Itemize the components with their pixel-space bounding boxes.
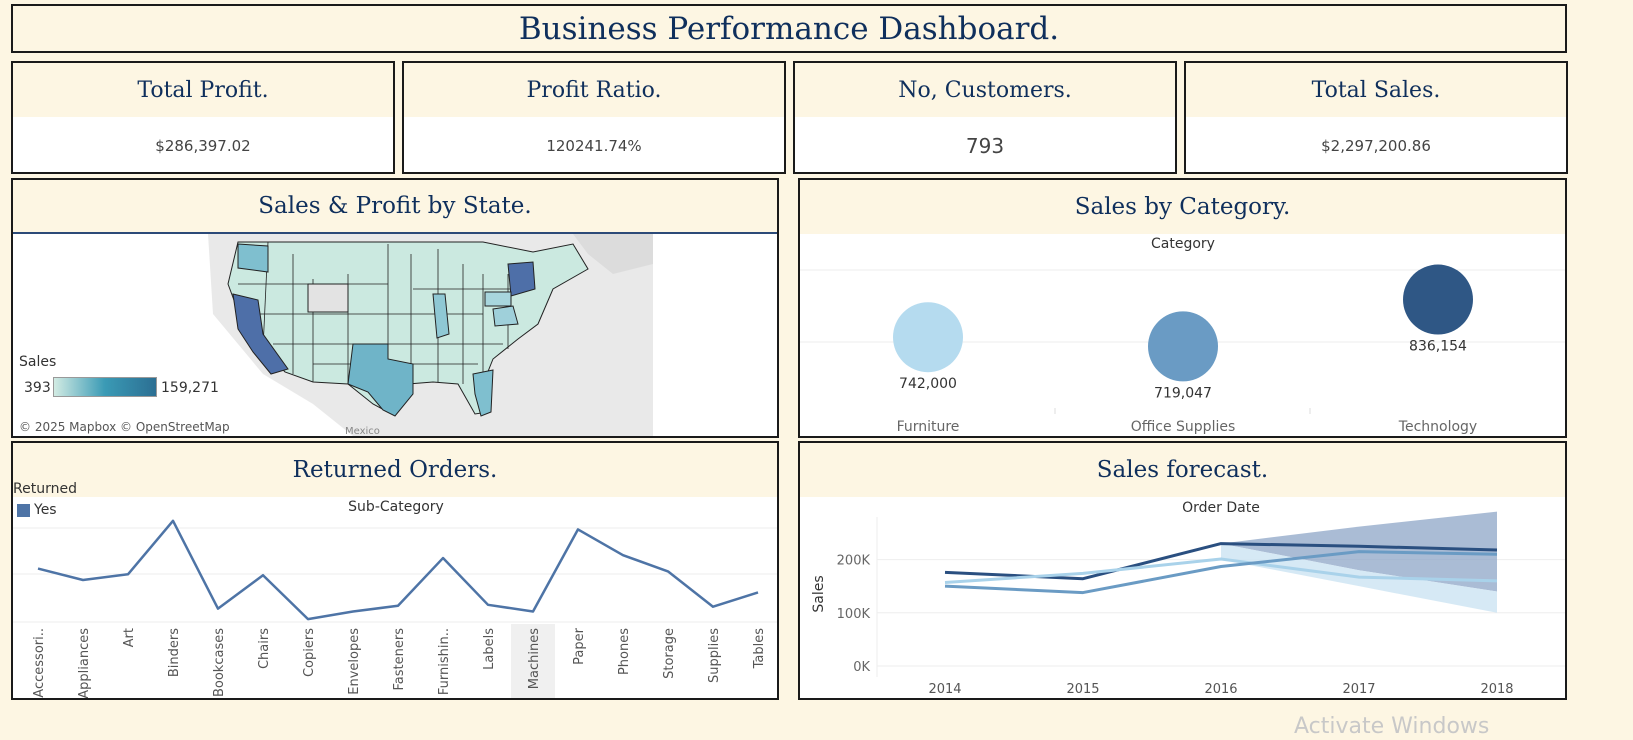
state-washington	[237, 243, 269, 273]
map-legend-max: 159,271	[161, 380, 219, 396]
forecast-xtick-label: 2016	[1204, 682, 1237, 697]
state-illinois	[432, 293, 450, 339]
category-value-label: 719,047	[1154, 385, 1212, 401]
returned-panel[interactable]: Returned Orders. Returned Yes Sub-Catego…	[11, 441, 779, 700]
category-bubble[interactable]	[1403, 264, 1473, 335]
returned-tick-label: Accessori..	[32, 628, 47, 698]
forecast-ylabel: Sales	[811, 575, 827, 612]
map-panel[interactable]: Sales & Profit by State. Mexico Sales 39…	[11, 178, 779, 438]
kpi-value: 120241.74%	[546, 137, 642, 155]
map-legend-min: 393	[24, 380, 51, 396]
forecast-xtick-label: 2014	[928, 682, 961, 697]
returned-tick-label: Art	[122, 628, 137, 647]
category-tick-label: Office Supplies	[1131, 419, 1236, 435]
kpi-value: $286,397.02	[155, 137, 251, 155]
forecast-series-line[interactable]	[944, 557, 1498, 584]
returned-tick-label: Phones	[617, 628, 632, 675]
panel-title: Sales & Profit by State.	[13, 180, 777, 234]
returned-highlight	[511, 624, 555, 698]
forecast-xtick-label: 2018	[1480, 682, 1513, 697]
kpi-title: Total Sales.	[1186, 63, 1566, 117]
returned-tick-label: Machines	[527, 628, 542, 689]
state-wyoming	[307, 283, 349, 313]
category-bubble[interactable]	[893, 302, 963, 373]
returned-line-chart[interactable]: Sub-Category Accessori.. Appliances Art Bin…	[13, 497, 777, 698]
forecast-line-chart[interactable]: Order Date Sales 0K 100K 200K 2014 2015 2016 2…	[800, 497, 1565, 698]
panel-title: Sales by Category.	[800, 180, 1565, 234]
category-bubble[interactable]	[1148, 311, 1218, 382]
returned-tick-label: Binders	[167, 628, 182, 677]
returned-tick-label: Chairs	[257, 628, 272, 669]
us-state-map[interactable]: Mexico	[13, 234, 777, 436]
forecast-xtick-label: 2017	[1342, 682, 1375, 697]
returned-series-line[interactable]	[37, 519, 759, 621]
forecast-header: Order Date	[1182, 500, 1260, 516]
category-header: Category	[1151, 236, 1215, 252]
state-texas	[347, 343, 414, 417]
map-legend-title: Sales	[19, 354, 57, 370]
kpi-card-total-sales[interactable]: Total Sales. $2,297,200.86	[1184, 61, 1568, 174]
state-pennsylvania	[484, 291, 512, 307]
basemap-canada	[573, 234, 653, 274]
kpi-card-customers[interactable]: No, Customers. 793	[793, 61, 1177, 174]
state-washington-dc-area	[492, 305, 519, 327]
state-florida	[472, 369, 494, 417]
returned-tick-label: Tables	[752, 628, 767, 670]
returned-tick-label: Storage	[662, 628, 677, 679]
returned-tick-label: Bookcases	[212, 628, 227, 697]
category-tick-label: Technology	[1398, 419, 1477, 435]
forecast-ytick-label: 100K	[837, 607, 871, 622]
kpi-value: $2,297,200.86	[1321, 137, 1431, 155]
category-tick-label: Furniture	[897, 419, 960, 435]
category-value-label: 742,000	[899, 376, 957, 392]
returned-tick-label: Appliances	[77, 628, 92, 698]
kpi-card-total-profit[interactable]: Total Profit. $286,397.02	[11, 61, 395, 174]
returned-legend-title: Returned	[13, 481, 77, 497]
category-value-label: 836,154	[1409, 339, 1467, 355]
kpi-value: 793	[965, 134, 1005, 158]
mexico-label: Mexico	[345, 426, 380, 436]
map-attribution[interactable]: © 2025 Mapbox © OpenStreetMap	[19, 420, 230, 434]
panel-title: Returned Orders.	[13, 443, 777, 497]
kpi-title: Total Profit.	[13, 63, 393, 117]
forecast-panel[interactable]: Sales forecast. Order Date Sales 0K 100K 2…	[798, 441, 1567, 700]
state-new-york	[507, 261, 536, 297]
dashboard-title: Business Performance Dashboard.	[11, 4, 1567, 53]
kpi-title: Profit Ratio.	[404, 63, 784, 117]
returned-tick-label: Labels	[482, 628, 497, 670]
forecast-ytick-label: 200K	[837, 554, 871, 569]
returned-tick-label: Envelopes	[347, 628, 362, 695]
forecast-xtick-label: 2015	[1066, 682, 1099, 697]
returned-header: Sub-Category	[348, 499, 444, 515]
returned-tick-label: Furnishin..	[437, 628, 452, 695]
category-panel[interactable]: Sales by Category. Category 742,000 Furni…	[798, 178, 1567, 438]
returned-tick-label: Fasteners	[392, 628, 407, 691]
returned-legend-swatch	[17, 504, 30, 517]
kpi-card-profit-ratio[interactable]: Profit Ratio. 120241.74%	[402, 61, 786, 174]
returned-legend-item[interactable]: Yes	[34, 502, 57, 518]
returned-tick-label: Paper	[572, 627, 587, 664]
forecast-series-line[interactable]	[944, 550, 1498, 595]
category-chart[interactable]: Category 742,000 Furniture 719,047 Office S…	[800, 234, 1565, 436]
returned-tick-label: Copiers	[302, 628, 317, 677]
panel-title: Sales forecast.	[800, 443, 1565, 497]
forecast-ytick-label: 0K	[853, 660, 870, 675]
kpi-title: No, Customers.	[795, 63, 1175, 117]
activate-windows-watermark: Activate Windows	[1294, 714, 1490, 739]
state-california	[232, 293, 289, 375]
returned-tick-label: Supplies	[707, 628, 722, 683]
map-legend-gradient	[53, 377, 157, 397]
